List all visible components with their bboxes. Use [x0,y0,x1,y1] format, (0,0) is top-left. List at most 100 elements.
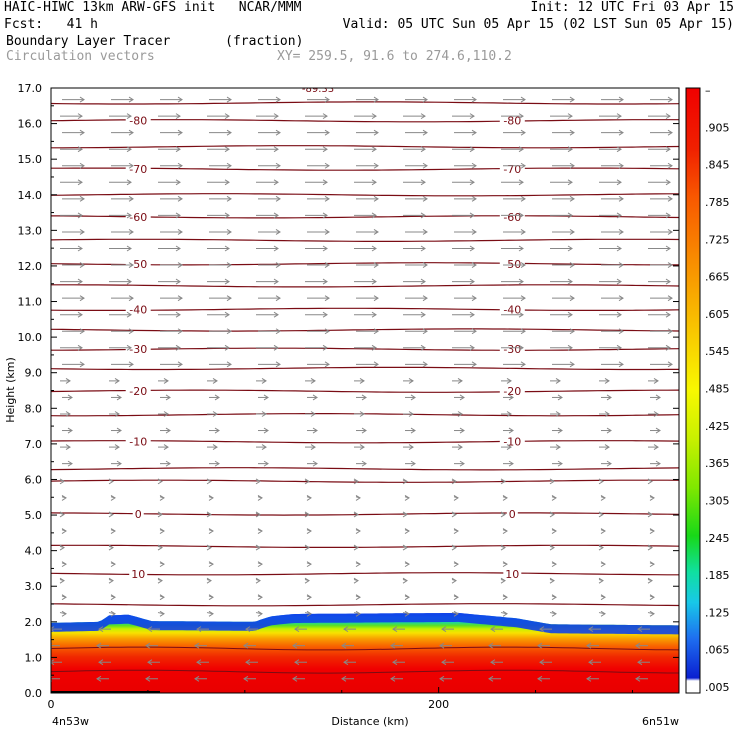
vector-head [306,561,312,568]
vector-head [273,344,279,351]
circulation-vector [598,511,604,518]
circulation-vector [539,626,552,633]
vector-head [206,577,212,584]
circulation-vector [158,311,181,318]
vector-head [275,361,281,368]
vector-head [306,528,312,534]
vector-head [353,511,359,518]
circulation-vector [51,642,60,649]
vector-head [441,659,447,666]
circulation-vector [637,626,650,633]
vector-head [655,460,661,467]
circulation-vector [206,511,212,518]
circulation-vector [209,129,232,136]
vector-head [600,610,606,617]
vector-head [116,427,122,434]
vector-head [341,675,347,682]
circulation-vector [392,659,405,666]
circulation-vector [648,411,659,417]
vector-head [420,278,426,285]
circulation-vector [500,511,506,518]
circulation-vector [601,460,612,467]
vector-head [471,195,477,202]
isotherm-line [51,389,679,393]
circulation-vector [304,544,310,551]
isotherm-label: -80 [129,115,147,128]
circulation-vector [356,229,379,235]
vector-head [549,478,555,485]
vector-head [567,278,573,285]
vector-head [177,295,183,302]
vector-head [471,361,477,368]
circulation-vector [549,610,557,617]
isotherm-label: -70 [129,163,147,176]
vector-head [569,262,575,268]
isotherm-line [51,167,679,171]
vector-head [359,411,365,417]
boundary-layer-tracer-field [51,612,679,693]
y-tick-label: 17.0 [18,82,43,95]
vector-head [402,577,408,584]
isotherm-label: -20 [503,385,521,398]
circulation-vector [62,162,85,169]
vector-head [557,427,563,434]
vector-head [439,642,445,649]
circulation-vector [403,113,426,120]
vector-head [402,511,408,518]
circulation-vector [207,179,230,186]
vector-head [114,377,120,384]
circulation-vector [403,278,426,285]
circulation-vector [108,577,114,584]
vector-head [457,411,463,417]
vector-head [508,394,514,401]
circulation-vector [599,311,622,318]
circulation-vector [392,626,405,633]
circulation-vector [209,229,232,235]
vector-head [539,659,545,666]
circulation-vector [255,577,261,584]
vector-head [261,444,267,451]
vector-head [206,544,212,551]
circulation-vector [208,594,214,601]
circulation-vector [601,328,624,335]
vector-head [618,295,624,302]
vector-head [616,278,622,285]
circulation-vector [551,561,557,568]
circulation-vector [500,478,506,485]
vector-head [224,113,230,120]
circulation-vector [255,610,263,617]
vector-head [588,626,594,633]
circulation-vector [196,659,209,666]
circulation-vector [207,344,230,351]
vector-head [275,229,281,235]
circulation-vector [599,113,622,120]
vector-head [502,594,508,601]
vector-head [255,511,261,518]
vector-head [410,394,416,401]
circulation-vector [157,511,163,518]
circulation-vector [305,377,316,384]
vector-head [459,460,465,467]
vector-head [208,594,214,601]
vector-head [520,262,526,268]
vector-head [567,212,573,219]
vector-head [310,411,316,417]
vector-head [500,511,506,518]
vector-head [128,361,134,368]
circulation-vector [206,610,214,617]
circulation-vector [256,245,279,252]
circulation-vector [405,427,416,434]
colorbar-label: .485 [705,383,730,396]
circulation-vector [256,146,279,153]
circulation-vector [147,626,160,633]
circulation-vector [160,460,171,467]
vector-head [637,659,643,666]
vector-head [649,495,655,501]
circulation-vector [550,146,573,153]
vector-head [79,195,85,202]
vector-head [159,561,165,568]
vector-head [175,245,181,252]
vector-head [667,129,673,136]
vector-head [410,460,416,467]
circulation-vector [403,311,426,318]
